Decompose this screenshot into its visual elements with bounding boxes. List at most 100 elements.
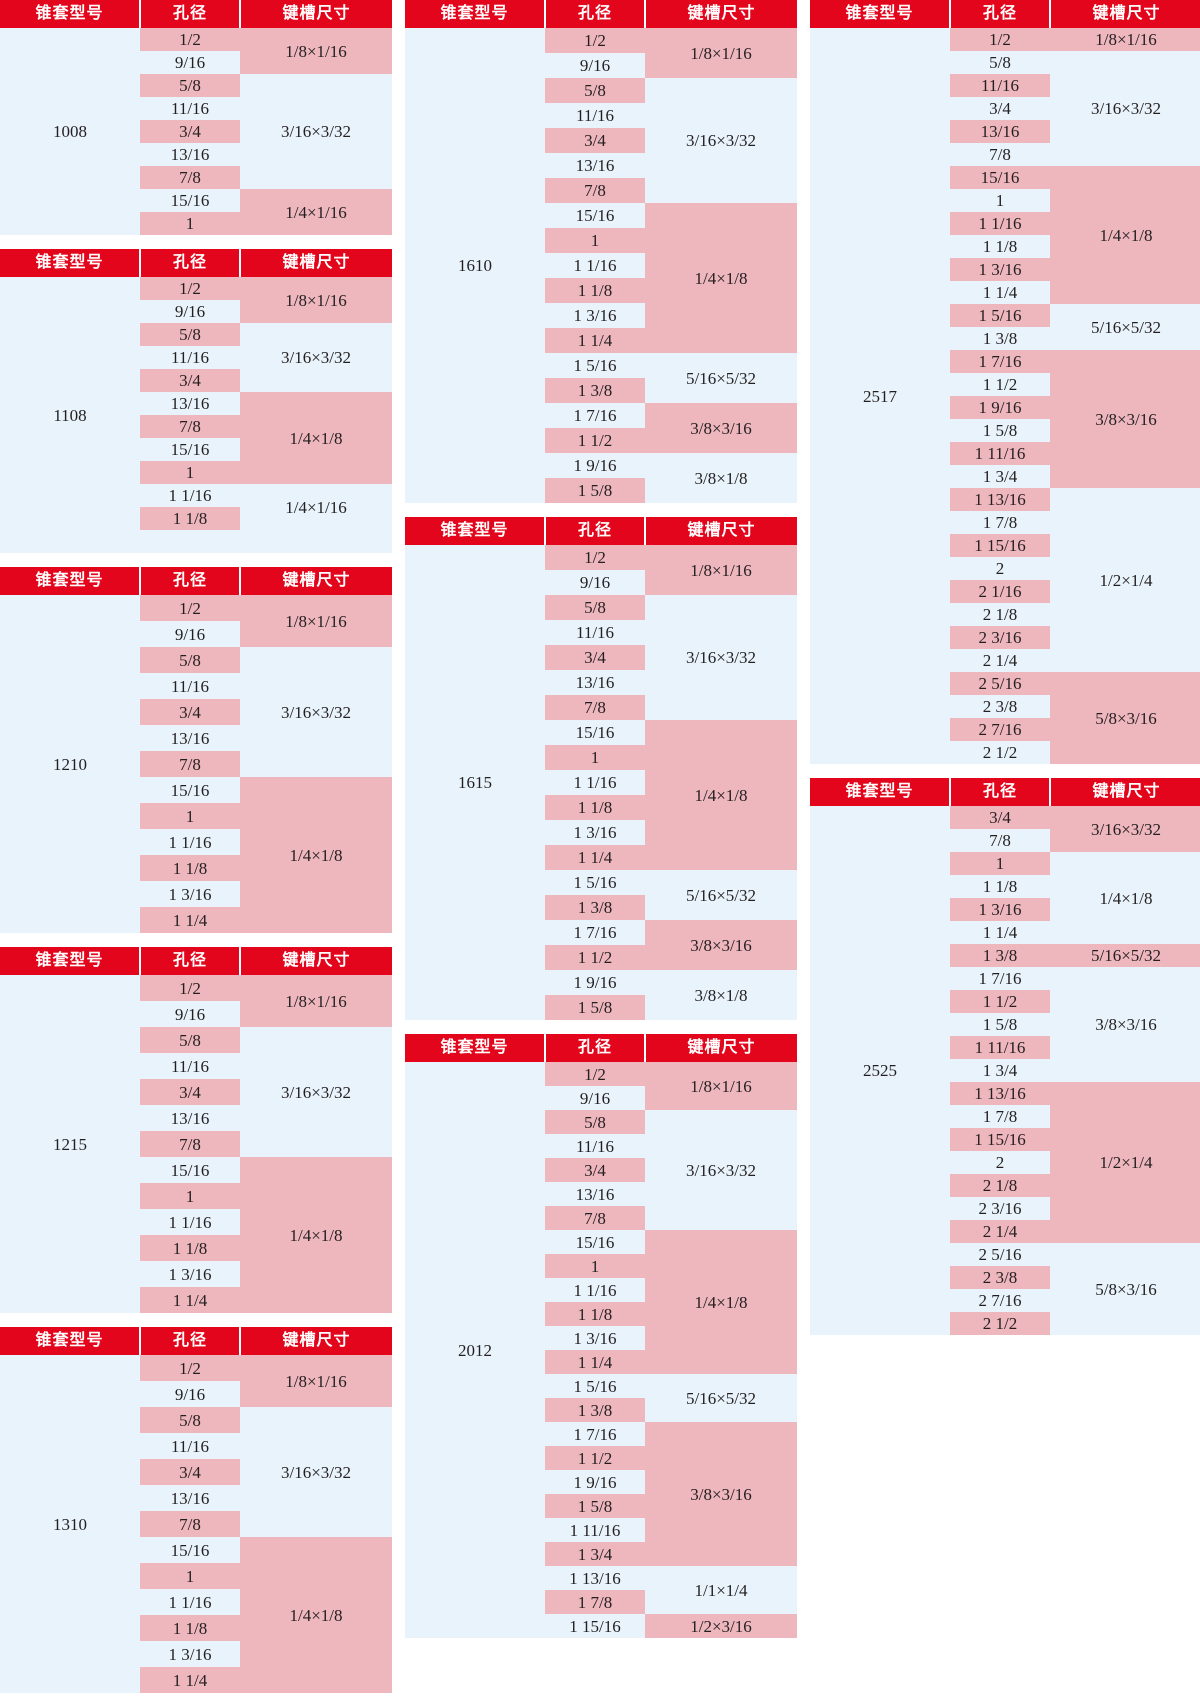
bore-cell: 1 1/8 [545, 795, 645, 820]
bore-cell: 1/2 [140, 277, 240, 300]
header-model: 锥套型号 [0, 947, 141, 975]
bore-cell: 1 1/16 [545, 1278, 645, 1302]
table-row: 1 9/16 [810, 396, 1200, 419]
table-row: 2 3/8 [810, 695, 1200, 718]
header-bore: 孔径 [949, 778, 1051, 806]
table-row: 2 7/16 [810, 1289, 1200, 1312]
model-cell: 2012 [405, 1062, 545, 1638]
keyway-cell: 1/2×1/4 [1050, 488, 1200, 672]
table-row: 11/16 [0, 346, 392, 369]
bore-cell: 2 1/2 [950, 1312, 1050, 1335]
bore-cell: 7/8 [140, 1511, 240, 1537]
bore-cell: 1 3/16 [545, 303, 645, 328]
table-row: 3/4 [405, 1158, 797, 1182]
table-row: 1 15/16 [810, 534, 1200, 557]
keyway-cell: 3/8×1/8 [645, 453, 797, 503]
bore-cell: 1 [950, 189, 1050, 212]
bore-cell: 2 [950, 1151, 1050, 1174]
keyway-cell: 1/8×1/16 [645, 1062, 797, 1110]
spec-block-1610: 锥套型号 孔径 键槽尺寸 1610 1/2 1/8×1/16 9/16 5/8 3/16×3/3… [405, 0, 797, 503]
bore-cell: 2 7/16 [950, 1289, 1050, 1312]
bore-cell: 3/4 [545, 128, 645, 153]
bore-cell: 3/4 [950, 97, 1050, 120]
spec-block-2012: 锥套型号 孔径 键槽尺寸 2012 1/2 1/8×1/16 9/16 5/8 3/16×3/3… [405, 1034, 797, 1638]
spec-table-1610: 锥套型号 孔径 键槽尺寸 1610 1/2 1/8×1/16 9/16 5/8 3/16×3/3… [405, 0, 797, 503]
bore-cell: 1 [545, 228, 645, 253]
table-row: 3/4 [0, 120, 392, 143]
keyway-cell: 1/4×1/8 [1050, 852, 1200, 944]
table-row: 3/4 [0, 1079, 392, 1105]
table-row: 1 3/16 [0, 1261, 392, 1287]
bore-cell: 1 5/8 [545, 995, 645, 1020]
bore-cell: 1 1/8 [950, 235, 1050, 258]
header-bore: 孔径 [139, 567, 241, 595]
table-row: 15/16 1/4×1/8 [405, 720, 797, 870]
spec-column-1: 锥套型号 孔径 键槽尺寸 1008 1/2 1/8×1/16 9/16 5/8 3/16×3/3… [0, 0, 392, 1707]
bore-cell: 2 1/2 [950, 741, 1050, 764]
bore-cell: 15/16 [545, 720, 645, 745]
keyway-cell: 3/8×1/8 [645, 970, 797, 1020]
table-row: 1 1/16 [405, 770, 797, 795]
table-row: 1215 1/2 1/8×1/16 [0, 975, 392, 1313]
table-row: 3/4 [405, 128, 797, 153]
bore-cell: 1 3/8 [950, 327, 1050, 350]
table-row: 2012 1/2 1/8×1/16 [405, 1062, 797, 1638]
table-row: 3/4 [810, 97, 1200, 120]
bore-cell: 1 [140, 461, 240, 484]
header-keyway: 键槽尺寸 [644, 1034, 797, 1062]
keyway-cell: 5/8×3/16 [1050, 1243, 1200, 1335]
bore-cell: 3/4 [140, 120, 240, 143]
header-bore: 孔径 [139, 947, 241, 975]
spec-table-1615: 锥套型号 孔径 键槽尺寸 1615 1/2 1/8×1/16 9/16 5/8 3/16×3/3… [405, 517, 797, 1020]
bore-cell: 1 1/8 [545, 278, 645, 303]
bore-cell: 15/16 [950, 166, 1050, 189]
keyway-cell: 1/8×1/16 [240, 28, 392, 74]
bore-cell: 5/8 [545, 1110, 645, 1134]
bore-cell: 1 1/8 [140, 1235, 240, 1261]
table-row: 1 5/8 [405, 478, 797, 503]
table-row: 1 3/16 [405, 1326, 797, 1350]
bore-cell: 2 1/4 [950, 1220, 1050, 1243]
table-row: 7/8 [0, 166, 392, 189]
spec-table-2525: 锥套型号 孔径 键槽尺寸 2525 3/4 3/16×3/32 7/8 1 1/4×1/8 1 1… [810, 778, 1200, 1335]
table-row: 1 1/4 [810, 921, 1200, 944]
table-row: 13/16 [0, 143, 392, 166]
table-row: 1 [0, 803, 392, 829]
bore-cell: 15/16 [140, 777, 240, 803]
bore-cell: 11/16 [140, 346, 240, 369]
keyway-cell: 1/8×1/16 [240, 1355, 392, 1407]
header-bore: 孔径 [139, 1327, 241, 1355]
bore-cell: 2 1/8 [950, 1174, 1050, 1197]
header-bore: 孔径 [139, 249, 241, 277]
bore-cell: 13/16 [545, 153, 645, 178]
table-row: 15/16 1/4×1/8 [0, 1157, 392, 1313]
table-row: 1 13/16 1/2×1/4 [810, 1082, 1200, 1243]
table-row: 1 5/8 [810, 1013, 1200, 1036]
table-row: 11/16 [405, 1134, 797, 1158]
model-cell: 1610 [405, 28, 545, 503]
bore-cell: 1 5/16 [950, 304, 1050, 327]
table-blank-row [0, 530, 392, 553]
table-row: 1 [810, 189, 1200, 212]
table-row: 9/16 [0, 621, 392, 647]
header-bore: 孔径 [544, 0, 646, 28]
keyway-cell: 3/16×3/32 [240, 1027, 392, 1157]
bore-cell: 1/2 [950, 28, 1050, 51]
bore-cell: 1 3/16 [545, 1326, 645, 1350]
table-row: 1 1/4 [405, 328, 797, 353]
bore-cell: 1 1/16 [140, 484, 240, 507]
table-row: 7/8 [0, 751, 392, 777]
keyway-cell: 3/16×3/32 [1050, 51, 1200, 166]
bore-cell: 7/8 [545, 178, 645, 203]
table-row: 1 1/16 [0, 829, 392, 855]
model-cell: 2525 [810, 806, 950, 1335]
bore-cell: 1 1/2 [545, 945, 645, 970]
keyway-cell: 1/2×3/16 [645, 1614, 797, 1638]
bore-cell: 1 3/16 [140, 881, 240, 907]
table-row: 1 9/16 [405, 1470, 797, 1494]
table-row: 1 1/2 [810, 373, 1200, 396]
table-row: 1 1/8 [0, 507, 392, 530]
table-row: 7/8 [405, 1206, 797, 1230]
table-row: 1 5/8 [810, 419, 1200, 442]
